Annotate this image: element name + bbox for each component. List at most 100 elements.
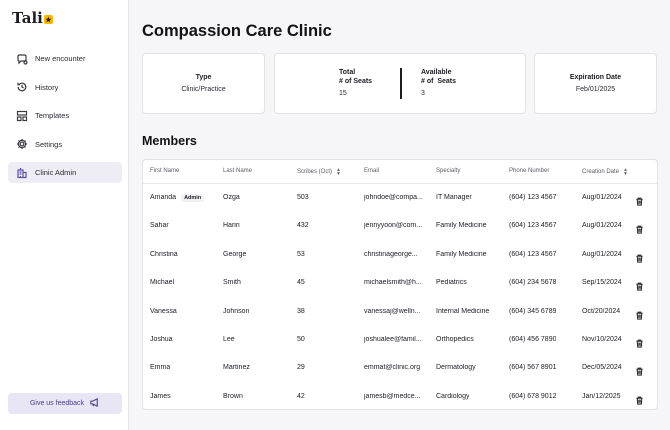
admin-badge: Admin xyxy=(181,194,205,202)
app-logo[interactable]: Tali ★ xyxy=(12,9,53,27)
total-seats-value: 15 xyxy=(339,90,347,97)
cell-first-name: Vanessa xyxy=(150,308,177,315)
table-row[interactable]: Sahar Hariri 432 jennyyoon@com... Family Med… xyxy=(143,212,657,240)
column-label: First Name xyxy=(150,168,180,174)
templates-icon xyxy=(16,110,28,122)
cell-phone: (604) 456 7890 xyxy=(509,335,557,343)
sort-icon[interactable]: ▲ ▼ xyxy=(336,167,341,177)
cell-email: michaelsmith@h... xyxy=(364,279,422,287)
cell-last-name: Johnson xyxy=(223,307,250,315)
sidebar-item-label: Clinic Admin xyxy=(35,168,77,177)
trash-icon[interactable] xyxy=(635,250,644,263)
seats-divider xyxy=(400,68,402,99)
column-label: Email xyxy=(364,168,380,174)
sort-icon[interactable]: ▲ ▼ xyxy=(623,167,628,177)
table-row[interactable]: Vanessa Johnson 38 vanessaj@welln... Interna… xyxy=(143,298,657,326)
sidebar-item-templates[interactable]: Templates xyxy=(8,105,122,126)
sidebar-item-new-encounter[interactable]: New encounter xyxy=(8,48,122,69)
history-icon xyxy=(16,81,28,93)
cell-scribes: 45 xyxy=(297,279,305,287)
column-first-name[interactable]: First Name xyxy=(150,168,179,174)
column-scribes[interactable]: Scribes (Oct) ▲ ▼ xyxy=(297,167,341,177)
type-label: Type xyxy=(195,74,212,81)
cell-phone: (604) 123 4567 xyxy=(509,194,557,201)
table-row[interactable]: Michael Smith 45 michaelsmith@h... Pediatric… xyxy=(143,269,657,297)
expiration-value: Feb/01/2025 xyxy=(575,86,616,93)
column-label: Last Name xyxy=(223,168,253,174)
feedback-button[interactable]: Give us feedback xyxy=(8,393,122,414)
available-seats-label-line1: Available xyxy=(421,69,452,76)
cell-specialty: Pediatrics xyxy=(436,279,467,287)
column-phone[interactable]: Phone Number xyxy=(509,168,549,174)
cell-first-name: Joshua xyxy=(150,336,173,343)
table-header: First Name Last Name Scribes (Oct) ▲ ▼ Ema… xyxy=(143,160,657,184)
cell-first-name: James xyxy=(150,393,171,400)
table-row[interactable]: Amanda Admin Ozga 503 johndoe@compa... IT Man… xyxy=(143,184,657,212)
cell-phone: (604) 345 6789 xyxy=(509,307,557,315)
sidebar-item-label: Settings xyxy=(35,139,63,149)
trash-icon[interactable] xyxy=(635,221,644,235)
table-row[interactable]: Joshua Lee 50 joshualee@famil... Orthopedics… xyxy=(143,326,657,354)
trash-icon[interactable] xyxy=(635,307,644,320)
sidebar-nav: New encounter History Templates Settings… xyxy=(8,48,122,191)
first-name-text: Vanessa xyxy=(150,307,177,315)
gear-icon xyxy=(16,138,28,150)
trash-icon[interactable] xyxy=(635,363,644,376)
sidebar-item-settings[interactable]: Settings xyxy=(8,134,122,155)
column-creation-date[interactable]: Creation Date ▲ ▼ xyxy=(582,167,628,177)
cell-first-name: Emma xyxy=(150,364,170,371)
megaphone-icon xyxy=(84,397,100,410)
cell-phone: (604) 123 4567 xyxy=(509,250,557,258)
logo-text: Tali xyxy=(12,9,43,27)
cell-first-name: Christina xyxy=(150,251,178,258)
first-name-text: Emma xyxy=(150,364,171,372)
table-body: Amanda Admin Ozga 503 johndoe@compa... IT Man… xyxy=(143,184,657,409)
cell-specialty: Family Medicine xyxy=(436,222,487,230)
trash-icon[interactable] xyxy=(635,193,644,206)
cell-creation-date: Nov/10/2024 xyxy=(582,335,622,343)
cell-first-name: Amanda Admin xyxy=(150,194,205,202)
cell-scribes: 38 xyxy=(297,307,305,315)
trash-icon[interactable] xyxy=(635,278,644,291)
cell-creation-date: Dec/05/2024 xyxy=(582,364,622,372)
members-title: Members xyxy=(142,134,197,148)
cell-phone: (604) 567 8901 xyxy=(509,364,557,372)
table-row[interactable]: James Brown 42 jamesb@medce... Cardiology (60… xyxy=(143,383,657,409)
available-seats-value: 3 xyxy=(421,90,425,97)
trash-icon[interactable] xyxy=(635,335,644,348)
cell-creation-date: Oct/20/2024 xyxy=(582,307,621,315)
trash-icon[interactable] xyxy=(635,392,644,405)
first-name-text: Amanda xyxy=(150,194,177,201)
column-email[interactable]: Email xyxy=(364,168,379,174)
cell-email: johndoe@compa... xyxy=(364,194,423,201)
column-specialty[interactable]: Specialty xyxy=(436,168,460,174)
cell-scribes: 29 xyxy=(297,364,305,372)
expiration-card: Expiration Date Feb/01/2025 xyxy=(534,53,657,114)
column-last-name[interactable]: Last Name xyxy=(223,168,252,174)
sidebar-item-label: History xyxy=(35,82,59,92)
cell-email: jennyyoon@com... xyxy=(364,222,423,230)
chat-bubble-icon xyxy=(16,53,28,65)
page-title: Compassion Care Clinic xyxy=(142,22,332,40)
cell-last-name: Lee xyxy=(223,335,235,343)
cell-email: christinageorge... xyxy=(364,250,418,258)
type-value: Clinic/Practice xyxy=(181,86,226,93)
sidebar-item-history[interactable]: History xyxy=(8,77,122,98)
cell-phone: (604) 678 9012 xyxy=(509,392,557,400)
table-row[interactable]: Emma Martinez 29 emmat@clinic.org Dermatolog… xyxy=(143,354,657,382)
cell-last-name: Martinez xyxy=(223,364,250,372)
sidebar-item-clinic-admin[interactable]: Clinic Admin xyxy=(8,162,122,183)
cell-scribes: 50 xyxy=(297,335,305,343)
table-row[interactable]: Christina George 53 christinageorge... Famil… xyxy=(143,241,657,269)
type-card: Type Clinic/Practice xyxy=(142,53,265,114)
cell-specialty: Family Medicine xyxy=(436,250,487,258)
cell-email: vanessaj@welln... xyxy=(364,307,421,315)
cell-email: emmat@clinic.org xyxy=(364,364,421,372)
available-seats-label-line2: # of Seats xyxy=(421,78,457,85)
sidebar-item-label: Templates xyxy=(35,111,70,120)
total-seats: Total # of Seats 15 xyxy=(339,68,372,97)
feedback-label: Give us feedback xyxy=(29,400,85,407)
sidebar: Tali ★ New encounter History Templates Se… xyxy=(0,0,129,430)
column-label: Specialty xyxy=(436,168,461,174)
cell-scribes: 42 xyxy=(297,392,305,400)
